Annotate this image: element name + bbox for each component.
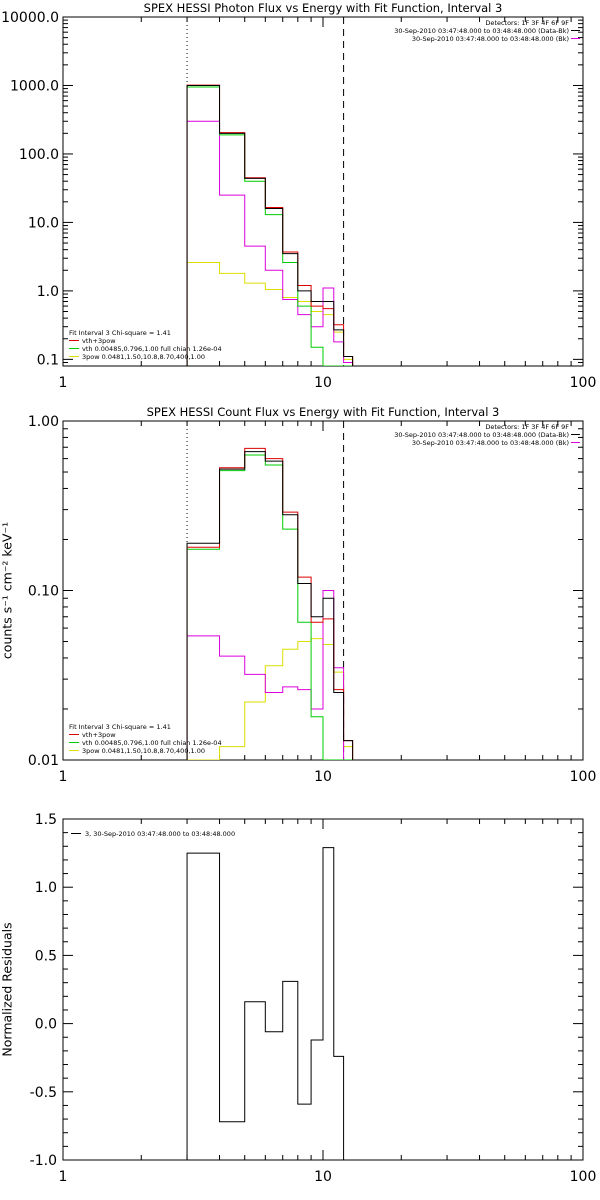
- legend-entry: Fit Interval 3 Chi-square = 1.41: [69, 723, 171, 731]
- y-tick-label: 1.5: [35, 812, 57, 828]
- x-tick-label: 10: [314, 375, 332, 391]
- legend-entry: 3pow 0.0481,1.50,10.8,8.70,400,1.00: [82, 747, 205, 755]
- info-text: 30-Sep-2010 03:47:48.000 to 03:48:48.000…: [394, 27, 569, 35]
- data-series-group: [186, 847, 345, 1160]
- y-tick-label: 0.5: [35, 948, 57, 964]
- y-tick-label: 10000.0: [1, 10, 59, 26]
- x-tick-label: 1: [59, 769, 68, 785]
- x-tick-label: 10: [314, 1169, 332, 1185]
- y-tick-label: -0.5: [30, 1085, 57, 1101]
- legend-entry: vth+3pow: [82, 337, 116, 345]
- series-bkg: [186, 590, 353, 760]
- legend-entry: 3pow 0.0481,1.50,10.8,8.70,400,1.00: [82, 353, 205, 361]
- series-vth_plus_3pow: [186, 447, 354, 760]
- y-tick-label: -1.0: [30, 1153, 57, 1169]
- y-axis-label: Normalized Residuals: [0, 922, 15, 1056]
- series-total: [186, 847, 345, 1160]
- y-tick-label: 0.1: [37, 352, 59, 368]
- y-tick-label: 1000.0: [10, 78, 59, 94]
- legend-entry: vth 0.00485,0.796,1.00 full chian 1.26e-…: [82, 345, 222, 353]
- panel-photon: SPEX HESSI Photon Flux vs Energy with Fi…: [1, 1, 596, 391]
- y-tick-label: 100.0: [19, 147, 59, 163]
- x-tick-label: 1: [59, 1169, 68, 1185]
- y-tick-label: 0.10: [28, 584, 59, 600]
- y-tick-label: 1.00: [28, 414, 59, 430]
- chart-title: SPEX HESSI Photon Flux vs Energy with Fi…: [144, 1, 503, 15]
- y-tick-label: 1.0: [35, 880, 57, 896]
- x-tick-label: 10: [314, 769, 332, 785]
- series-total: [186, 84, 354, 366]
- x-tick-label: 100: [570, 375, 597, 391]
- data-series-group: [186, 447, 354, 760]
- y-tick-label: 0.0: [35, 1017, 57, 1033]
- info-text: 30-Sep-2010 03:47:48.000 to 03:48:48.000…: [412, 439, 569, 447]
- info-text: 30-Sep-2010 03:47:48.000 to 03:48:48.000…: [412, 35, 569, 43]
- panel-residuals: 1 10 100 1.5 1.0 0.5 0.0 -0.5 -1.0 Normalized Res…: [0, 812, 596, 1185]
- series-total: [186, 451, 354, 760]
- x-tick-label: 100: [570, 769, 597, 785]
- info-text: 30-Sep-2010 03:47:48.000 to 03:48:48.000…: [394, 431, 569, 439]
- data-series-group: [186, 84, 354, 366]
- panel-count: SPEX HESSI Count Flux vs Energy with Fit…: [0, 405, 596, 785]
- y-tick-label: 10.0: [28, 215, 59, 231]
- series-bkg: [186, 120, 354, 366]
- info-text: Detectors: 1F 3F 4F 6F 9F: [485, 19, 569, 27]
- legend-entry: Fit Interval 3 Chi-square = 1.41: [69, 329, 171, 337]
- legend-entry: 3, 30-Sep-2010 03:47:48.000 to 03:48:48.…: [85, 830, 235, 838]
- y-tick-label: 0.01: [28, 753, 59, 769]
- y-tick-label: 1.0: [37, 284, 59, 300]
- chart-title: SPEX HESSI Count Flux vs Energy with Fit…: [147, 405, 500, 419]
- series-vth: [186, 454, 353, 760]
- info-text: Detectors: 1F 3F 4F 6F 9F: [485, 423, 569, 431]
- legend-entry: vth+3pow: [82, 731, 116, 739]
- x-tick-label: 100: [570, 1169, 597, 1185]
- series-vth_plus_3pow: [186, 84, 354, 366]
- series-three_pow: [187, 638, 354, 760]
- legend-entry: vth 0.00485,0.796,1.00 full chian 1.26e-…: [82, 739, 222, 747]
- series-vth: [186, 86, 353, 366]
- y-axis-label: counts s⁻¹ cm⁻² keV⁻¹: [0, 522, 15, 659]
- x-tick-label: 1: [59, 375, 68, 391]
